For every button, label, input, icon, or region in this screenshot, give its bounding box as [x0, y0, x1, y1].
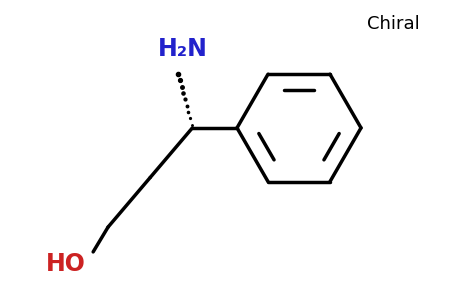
Text: H₂N: H₂N	[157, 37, 207, 61]
Text: HO: HO	[46, 252, 86, 276]
Text: Chiral: Chiral	[367, 15, 419, 33]
